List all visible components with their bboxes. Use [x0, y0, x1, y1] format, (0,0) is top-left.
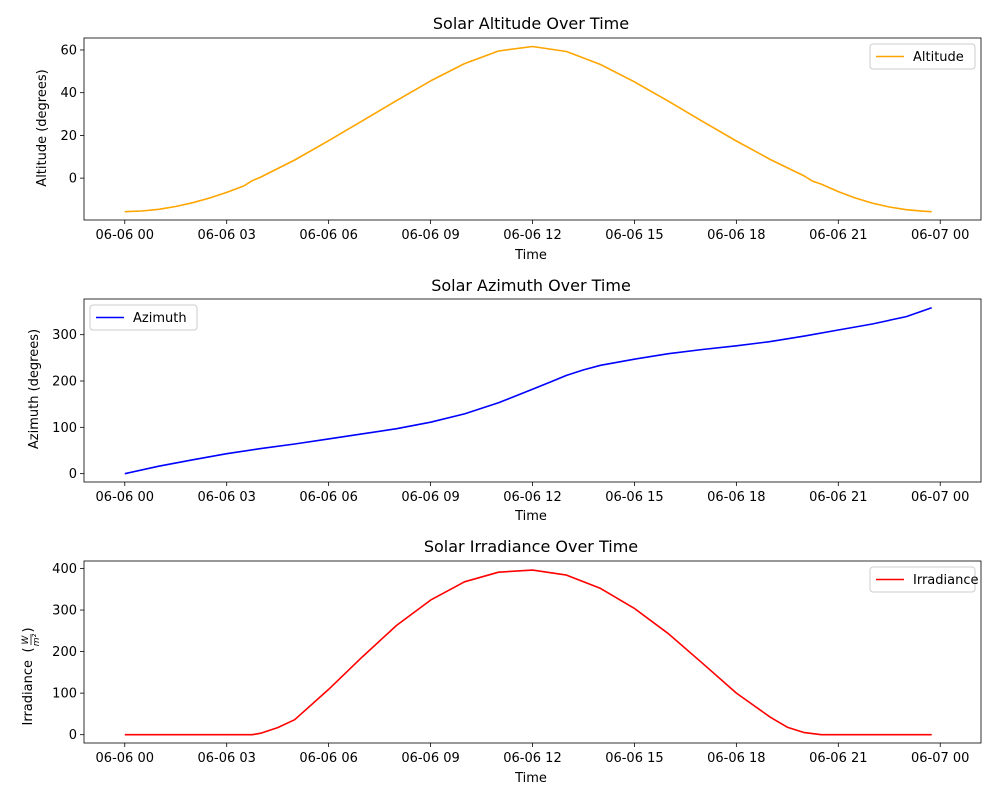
irradiance-y-tick-label: 0 [69, 728, 77, 743]
altitude-x-tick-label: 06-06 12 [503, 228, 561, 243]
altitude-series-line [124, 45, 932, 213]
irradiance-y-tick-label: 400 [52, 562, 77, 577]
irradiance-y-tick-label: 300 [52, 604, 77, 619]
azimuth-legend-box [89, 304, 198, 331]
irradiance-y-axis-label: Irradiance ( W m² ) [21, 627, 42, 725]
irradiance-x-tick-label: 06-06 12 [503, 751, 561, 766]
azimuth-series-line [124, 307, 932, 475]
azimuth-x-tick-label: 06-06 15 [605, 490, 663, 505]
altitude-legend-box [869, 43, 976, 70]
azimuth-panel: Solar Azimuth Over Time Azimuth (degrees… [27, 276, 982, 524]
irradiance-legend-box [869, 566, 976, 593]
irradiance-title: Solar Irradiance Over Time [424, 537, 638, 556]
irradiance-x-tick-label: 06-07 00 [911, 751, 969, 766]
irradiance-x-tick-label: 06-06 18 [707, 751, 765, 766]
altitude-title: Solar Altitude Over Time [433, 14, 629, 33]
altitude-x-tick-label: 06-06 09 [401, 228, 459, 243]
altitude-x-tick-label: 06-07 00 [911, 228, 969, 243]
irradiance-x-axis-label: Time [514, 771, 547, 786]
azimuth-y-tick-label: 0 [69, 467, 77, 482]
azimuth-x-tick-label: 06-06 12 [503, 490, 561, 505]
azimuth-y-axis-label: Azimuth (degrees) [27, 329, 42, 449]
altitude-y-axis-label: Altitude (degrees) [35, 69, 50, 186]
altitude-x-tick-label: 06-06 18 [707, 228, 765, 243]
azimuth-title: Solar Azimuth Over Time [431, 276, 631, 295]
irradiance-y-axis-paren-right: ) [21, 627, 36, 632]
altitude-legend: Altitude [869, 43, 976, 70]
azimuth-x-tick-label: 06-06 18 [707, 490, 765, 505]
irradiance-unit-denominator: m² [32, 633, 42, 646]
irradiance-plot-frame [83, 560, 982, 744]
azimuth-x-tick-label: 06-07 00 [911, 490, 969, 505]
azimuth-x-tick-label: 06-06 09 [401, 490, 459, 505]
irradiance-y-axis-paren-left: ( [21, 647, 36, 652]
azimuth-x-tick-label: 06-06 21 [809, 490, 867, 505]
azimuth-legend-label: Azimuth [133, 311, 187, 326]
azimuth-y-tick-label: 300 [52, 328, 77, 343]
azimuth-y-tick-label: 100 [52, 421, 77, 436]
altitude-x-tick-label: 06-06 06 [299, 228, 357, 243]
azimuth-x-tick-label: 06-06 00 [96, 490, 154, 505]
irradiance-panel: Solar Irradiance Over Time Irradiance ( … [21, 537, 982, 786]
altitude-y-tick-label: 20 [60, 129, 77, 144]
altitude-x-tick-label: 06-06 03 [197, 228, 255, 243]
altitude-x-tick-label: 06-06 00 [96, 228, 154, 243]
irradiance-legend-label: Irradiance [913, 573, 978, 588]
altitude-panel: Solar Altitude Over Time Altitude (degre… [35, 14, 982, 263]
irradiance-x-tick-label: 06-06 21 [809, 751, 867, 766]
azimuth-legend: Azimuth [89, 304, 198, 331]
irradiance-y-tick-label: 200 [52, 645, 77, 660]
irradiance-y-tick-label: 100 [52, 687, 77, 702]
azimuth-x-tick-label: 06-06 03 [197, 490, 255, 505]
altitude-y-tick-label: 40 [60, 86, 77, 101]
irradiance-x-tick-label: 06-06 03 [197, 751, 255, 766]
irradiance-series-line [124, 569, 932, 736]
azimuth-x-axis-label: Time [514, 509, 547, 524]
altitude-y-tick-label: 0 [69, 172, 77, 187]
altitude-x-axis-label: Time [514, 248, 547, 263]
irradiance-legend: Irradiance [869, 566, 978, 593]
altitude-legend-label: Altitude [913, 50, 964, 65]
irradiance-x-tick-label: 06-06 15 [605, 751, 663, 766]
irradiance-x-tick-label: 06-06 09 [401, 751, 459, 766]
altitude-plot-frame [83, 37, 982, 221]
irradiance-x-tick-label: 06-06 06 [299, 751, 357, 766]
irradiance-unit-numerator: W [21, 634, 31, 644]
azimuth-y-tick-label: 200 [52, 375, 77, 390]
irradiance-y-axis-label-text: Irradiance [21, 660, 36, 725]
altitude-x-tick-label: 06-06 15 [605, 228, 663, 243]
azimuth-x-tick-label: 06-06 06 [299, 490, 357, 505]
irradiance-x-tick-label: 06-06 00 [96, 751, 154, 766]
altitude-y-tick-label: 60 [60, 43, 77, 58]
altitude-x-tick-label: 06-06 21 [809, 228, 867, 243]
